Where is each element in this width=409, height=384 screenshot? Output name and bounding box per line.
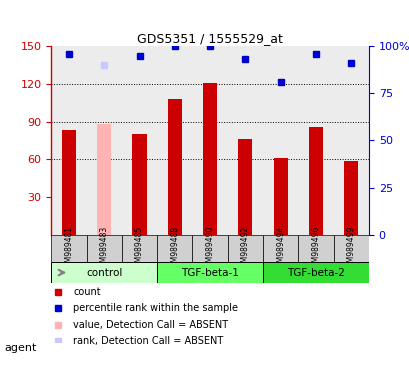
Bar [157, 235, 192, 262]
Text: GSM989481: GSM989481 [64, 225, 73, 271]
Text: GSM989496: GSM989496 [311, 225, 320, 271]
Bar [308, 127, 322, 235]
Text: TGF-beta-2: TGF-beta-2 [286, 268, 344, 278]
Text: value, Detection Call = ABSENT: value, Detection Call = ABSENT [73, 320, 228, 330]
Bar [344, 161, 357, 235]
Title: GDS5351 / 1555529_at: GDS5351 / 1555529_at [137, 32, 282, 45]
Text: GSM989490: GSM989490 [205, 225, 214, 271]
Bar [192, 235, 227, 262]
Bar [273, 158, 287, 235]
Bar [97, 124, 111, 235]
Bar [132, 134, 146, 235]
Text: GSM989483: GSM989483 [99, 225, 108, 271]
Bar [202, 83, 217, 235]
Bar [51, 235, 86, 262]
Bar [62, 131, 76, 235]
Bar [298, 235, 333, 262]
Bar [263, 235, 298, 262]
Text: rank, Detection Call = ABSENT: rank, Detection Call = ABSENT [73, 336, 223, 346]
Bar [263, 262, 368, 283]
Text: GSM989494: GSM989494 [276, 225, 285, 271]
Text: GSM989488: GSM989488 [170, 225, 179, 271]
Bar [238, 139, 252, 235]
Text: control: control [86, 268, 122, 278]
Bar [227, 235, 263, 262]
Text: percentile rank within the sample: percentile rank within the sample [73, 303, 238, 313]
Text: agent: agent [4, 343, 36, 353]
Text: count: count [73, 287, 101, 297]
Text: GSM989499: GSM989499 [346, 225, 355, 271]
Bar [157, 262, 263, 283]
Bar [86, 235, 121, 262]
Text: GSM989492: GSM989492 [240, 225, 249, 271]
Text: GSM989485: GSM989485 [135, 225, 144, 271]
Bar [51, 262, 157, 283]
Bar [121, 235, 157, 262]
Bar [333, 235, 368, 262]
Text: TGF-beta-1: TGF-beta-1 [181, 268, 238, 278]
Bar [167, 99, 182, 235]
